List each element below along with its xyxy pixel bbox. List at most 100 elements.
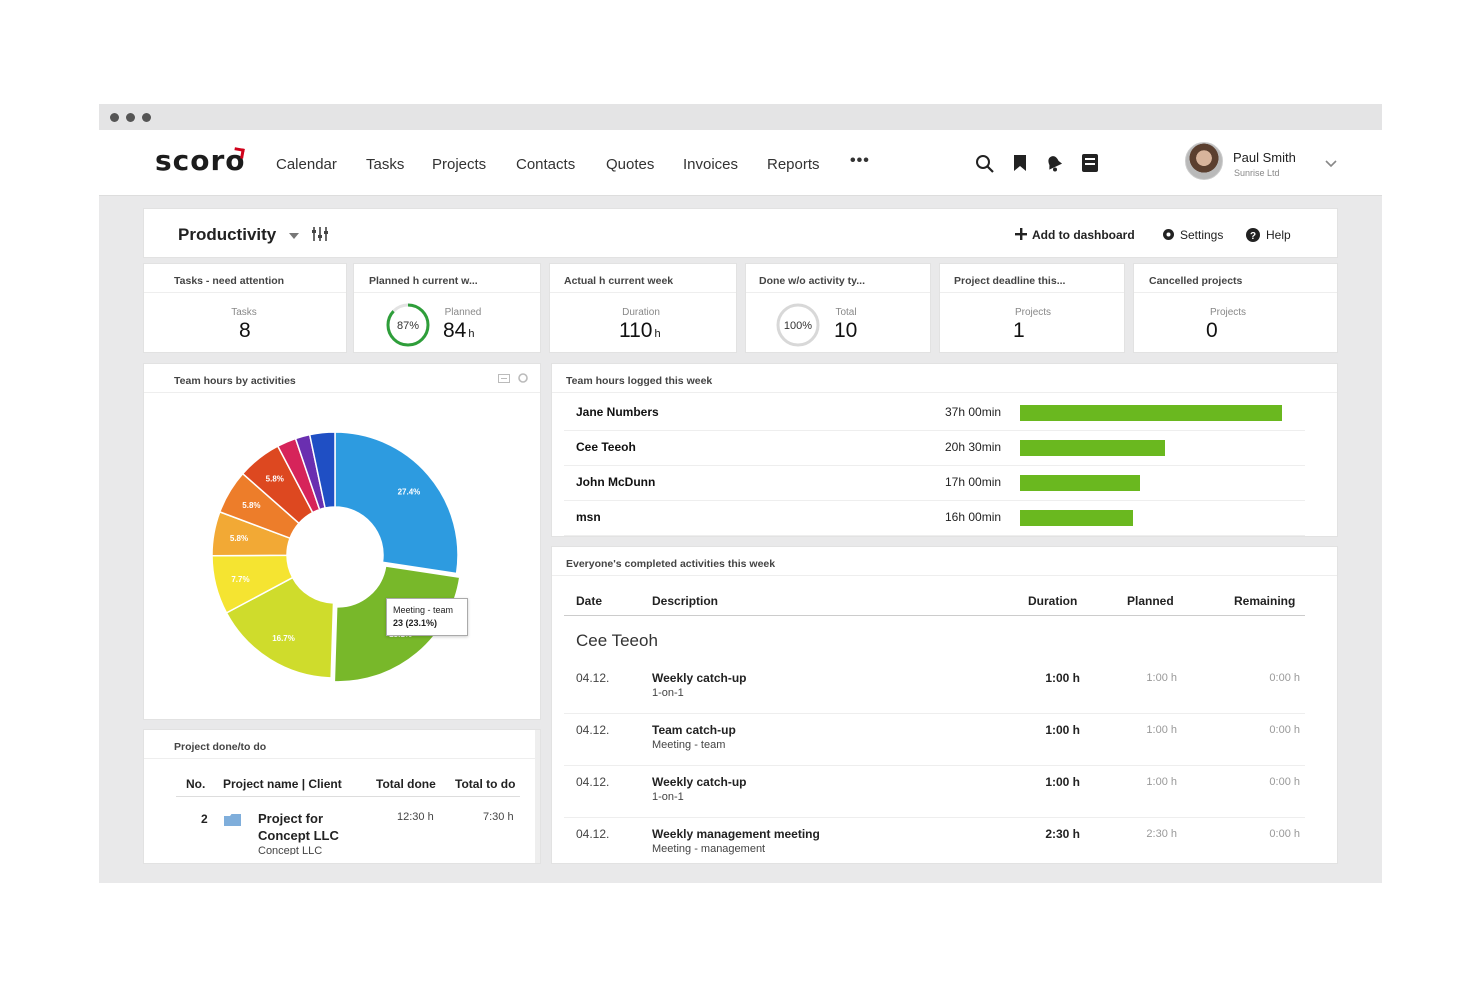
dashboard-header: Productivity Add to dashboard Settings ?…	[143, 208, 1338, 258]
kpi-label: Duration	[622, 307, 660, 318]
column-header[interactable]: Total done	[376, 777, 436, 791]
help-icon[interactable]: ?	[1246, 228, 1260, 242]
kpi-label: Tasks	[231, 307, 257, 318]
user-name[interactable]: Paul Smith	[1233, 150, 1296, 165]
column-header[interactable]: Description	[652, 594, 719, 608]
team-hours-widget: Team hours logged this week Jane Numbers…	[551, 363, 1338, 537]
team-hours-row[interactable]: Jane Numbers 37h 00min	[564, 396, 1305, 431]
nav-calendar[interactable]: Calendar	[276, 156, 337, 173]
window-close-dot[interactable]	[110, 113, 119, 122]
browser-window: scoro Calendar Tasks Projects Contacts Q…	[99, 104, 1382, 883]
activity-remaining: 0:00 h	[1269, 828, 1300, 840]
kpi-card-tasks[interactable]: Tasks - need attention Tasks 8	[143, 263, 347, 353]
activity-planned: 2:30 h	[1146, 828, 1177, 840]
kpi-title: Done w/o activity ty...	[759, 275, 865, 287]
team-hours-row[interactable]: John McDunn 17h 00min	[564, 466, 1305, 501]
activity-title[interactable]: Weekly catch-up	[652, 775, 747, 789]
dashboard-title[interactable]: Productivity	[178, 225, 277, 244]
settings-button[interactable]: Settings	[1180, 228, 1224, 242]
kpi-card-actual-hours[interactable]: Actual h current week Duration 110 h	[549, 263, 737, 353]
widget-title: Team hours logged this week	[566, 375, 713, 387]
kpi-label: Projects	[1014, 307, 1052, 318]
caret-down-icon[interactable]	[289, 233, 299, 239]
activity-type: 1-on-1	[652, 791, 684, 803]
logo-accent-mark	[233, 147, 245, 159]
kpi-title: Planned h current w...	[369, 275, 478, 287]
nav-more-button[interactable]: •••	[850, 152, 870, 169]
nav-tasks[interactable]: Tasks	[366, 156, 405, 173]
member-name[interactable]: msn	[576, 510, 601, 524]
kpi-value: 1	[1013, 319, 1025, 342]
member-hours: 20h 30min	[945, 440, 1002, 454]
activity-date: 04.12.	[576, 775, 610, 789]
column-header[interactable]: Project name | Client	[223, 777, 342, 791]
activity-duration: 2:30 h	[1045, 827, 1080, 841]
scoro-logo[interactable]: scoro	[155, 144, 246, 177]
kpi-value: 10	[834, 319, 858, 342]
gear-icon[interactable]	[1162, 228, 1175, 241]
column-header[interactable]: Remaining	[1234, 594, 1296, 608]
user-avatar[interactable]	[1185, 142, 1223, 180]
nav-reports[interactable]: Reports	[767, 156, 820, 173]
chart-tooltip: Meeting - team 23 (23.1%)	[386, 598, 468, 636]
scrollbar[interactable]	[535, 730, 540, 863]
kpi-title: Cancelled projects	[1149, 275, 1243, 287]
kpi-title: Project deadline this...	[954, 275, 1066, 287]
kpi-card-project-deadline[interactable]: Project deadline this... Projects 1	[939, 263, 1125, 353]
column-header[interactable]: No.	[186, 777, 206, 791]
team-hours-row[interactable]: Cee Teeoh 20h 30min	[564, 431, 1305, 466]
activities-donut-chart[interactable]: 27.4%23.1%16.7%7.7%5.8%5.8%5.8%	[144, 364, 542, 721]
slice-label: 7.7%	[231, 575, 249, 584]
plus-icon[interactable]	[1015, 228, 1027, 240]
team-hours-row[interactable]: msn 16h 00min	[564, 501, 1305, 536]
widget-settings-icon[interactable]	[518, 373, 528, 383]
bookmark-icon[interactable]	[1013, 154, 1027, 172]
column-header[interactable]: Date	[576, 594, 603, 608]
activity-planned: 1:00 h	[1146, 724, 1177, 736]
donut-slice[interactable]	[225, 576, 335, 679]
slice-label: 27.4%	[398, 487, 421, 496]
window-zoom-dot[interactable]	[142, 113, 151, 122]
column-header[interactable]: Total to do	[455, 777, 516, 791]
notification-icon[interactable]	[1045, 154, 1063, 172]
svg-text:?: ?	[1250, 231, 1256, 242]
filter-sliders-icon[interactable]	[311, 225, 329, 243]
activity-duration: 1:00 h	[1045, 775, 1080, 789]
widget-title: Everyone's completed activities this wee…	[566, 558, 776, 570]
kpi-card-cancelled-projects[interactable]: Cancelled projects Projects 0	[1133, 263, 1338, 353]
member-hours: 17h 00min	[945, 475, 1002, 489]
help-button[interactable]: Help	[1266, 228, 1291, 242]
member-name[interactable]: Jane Numbers	[576, 405, 659, 419]
kpi-title: Actual h current week	[564, 275, 674, 287]
donut-slice[interactable]	[334, 431, 459, 575]
hours-bar	[1020, 510, 1133, 526]
kpi-label: Planned	[444, 307, 482, 318]
search-icon[interactable]	[975, 154, 995, 174]
nav-invoices[interactable]: Invoices	[683, 156, 739, 173]
kpi-card-done-without-activity[interactable]: Done w/o activity ty... 100% Total 10	[745, 263, 931, 353]
kpi-card-planned-hours[interactable]: Planned h current w... 87% Planned 84 h	[353, 263, 541, 353]
nav-quotes[interactable]: Quotes	[606, 156, 655, 173]
nav-projects[interactable]: Projects	[432, 156, 487, 173]
member-name[interactable]: Cee Teeoh	[576, 440, 636, 454]
activity-remaining: 0:00 h	[1269, 724, 1300, 736]
kpi-value: 0	[1206, 319, 1218, 342]
add-to-dashboard-button[interactable]: Add to dashboard	[1032, 228, 1135, 242]
user-company: Sunrise Ltd	[1234, 168, 1280, 178]
calculator-icon[interactable]	[1081, 153, 1099, 173]
activity-title[interactable]: Weekly management meeting	[652, 827, 820, 841]
activities-widget: Team hours by activities 27.4%23.1%16.7%…	[143, 363, 541, 720]
activity-duration: 1:00 h	[1045, 671, 1080, 685]
donut-slice[interactable]	[308, 431, 336, 509]
window-minimize-dot[interactable]	[126, 113, 135, 122]
column-header[interactable]: Planned	[1127, 594, 1174, 608]
widget-view-icon[interactable]	[498, 374, 510, 383]
kpi-value: 8	[239, 319, 251, 342]
nav-contacts[interactable]: Contacts	[516, 156, 576, 173]
activity-date: 04.12.	[576, 723, 610, 737]
member-name[interactable]: John McDunn	[576, 475, 656, 489]
chevron-down-icon[interactable]	[1325, 160, 1337, 168]
column-header[interactable]: Duration	[1028, 594, 1078, 608]
activity-title[interactable]: Weekly catch-up	[652, 671, 747, 685]
activity-title[interactable]: Team catch-up	[652, 723, 736, 737]
